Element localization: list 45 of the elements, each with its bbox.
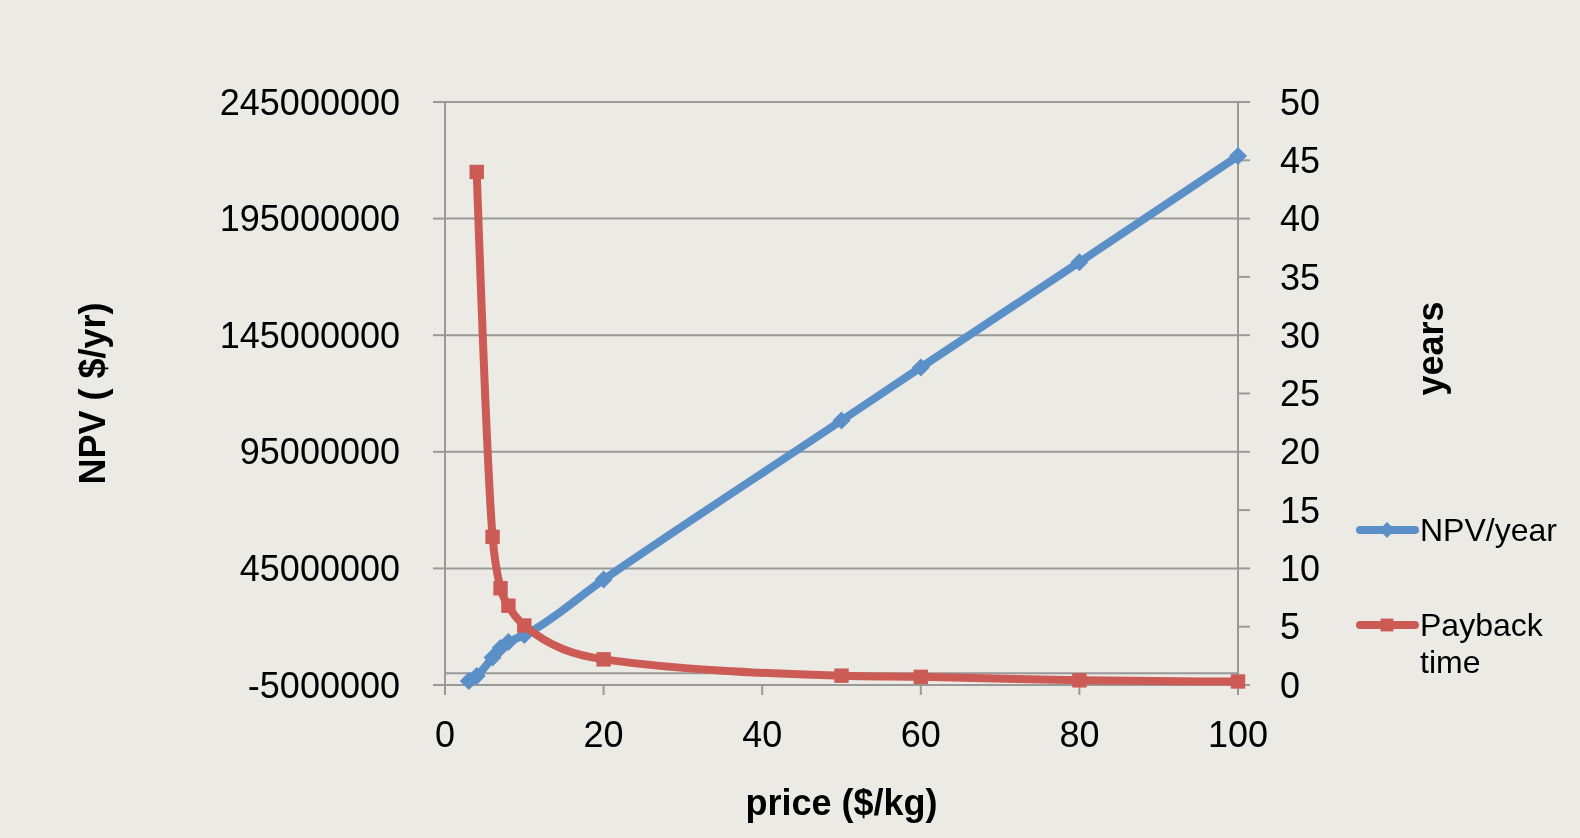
y2-tick-label: 5 [1280, 606, 1301, 648]
point [834, 668, 849, 683]
x-axis-title: price ($/kg) [745, 782, 938, 823]
y2-tick-label: 50 [1280, 81, 1321, 123]
y-tick-label: 145000000 [219, 314, 400, 356]
y-tick-label: 195000000 [219, 198, 400, 240]
point [596, 652, 611, 667]
point [517, 618, 532, 633]
point [832, 411, 851, 430]
point [1229, 147, 1247, 166]
y2-tick-label: 10 [1280, 548, 1321, 589]
y-tick-label: 95000000 [239, 431, 400, 473]
x-tick-label: 0 [434, 714, 456, 755]
y2-tick-label: 40 [1280, 198, 1321, 240]
y-axis-title: NPV ( $/yr) [72, 302, 113, 485]
x-tick-label: 40 [742, 714, 783, 755]
point [911, 358, 930, 377]
y2-tick-label: 45 [1280, 139, 1321, 181]
y-tick-label: -5000000 [247, 664, 400, 706]
point [485, 529, 500, 545]
point [499, 633, 518, 652]
y2-tick-label: 20 [1280, 431, 1321, 473]
x-tick-label: 80 [1059, 714, 1100, 755]
x-tick-label: 60 [900, 714, 941, 755]
x-tick-label: 100 [1207, 714, 1269, 755]
point [493, 581, 508, 596]
x-tick-label: 20 [583, 714, 624, 755]
y-tick-label: 245000000 [219, 81, 400, 123]
point [1070, 253, 1089, 272]
point [469, 164, 484, 180]
y2-tick-label: 30 [1280, 314, 1321, 356]
y2-tick-label: 35 [1280, 256, 1321, 298]
y2-axis-title: years [1410, 301, 1451, 396]
legend-label: Payback time [1420, 607, 1544, 680]
point [1072, 673, 1087, 688]
point [1230, 674, 1246, 689]
point [501, 598, 516, 613]
legend-label: NPV/year [1420, 512, 1558, 549]
point [483, 648, 502, 667]
point [913, 669, 928, 685]
y-tick-label: 45000000 [239, 548, 400, 589]
point [594, 570, 613, 589]
y2-tick-label: 25 [1280, 373, 1321, 415]
y2-tick-label: 0 [1280, 664, 1301, 706]
y2-tick-label: 15 [1280, 489, 1321, 531]
